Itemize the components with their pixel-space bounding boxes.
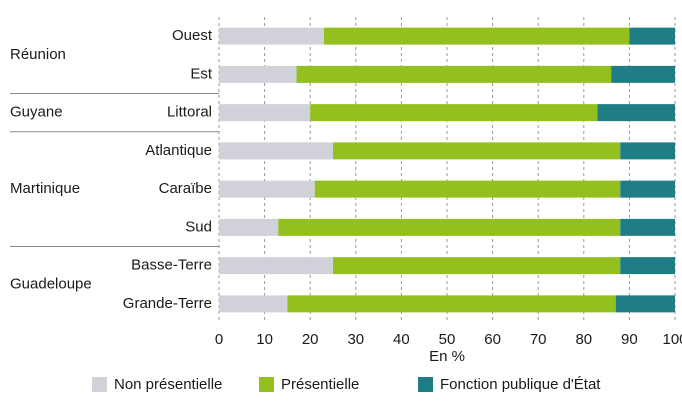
bar-segment: [597, 104, 675, 122]
bar-segment: [629, 27, 675, 45]
bar-segment: [219, 27, 324, 45]
bar-segment: [314, 180, 621, 198]
bar-segment: [620, 257, 675, 275]
legend-swatch: [92, 377, 107, 392]
x-tick-label: 80: [575, 331, 592, 348]
bar-segment: [296, 65, 612, 83]
category-label: Sud: [185, 218, 212, 235]
x-tick-label: 70: [530, 331, 547, 348]
bar-segment: [219, 142, 333, 160]
category-label: Littoral: [167, 104, 212, 121]
bar-segment: [278, 218, 621, 236]
bar-segment: [620, 218, 675, 236]
bar-segment: [219, 218, 279, 236]
legend-swatch: [259, 377, 274, 392]
x-tick-label: 90: [621, 331, 638, 348]
x-tick-label: 30: [347, 331, 364, 348]
bar-segment: [219, 257, 333, 275]
bar-segment: [219, 104, 311, 122]
bar-segment: [219, 180, 315, 198]
category-label: Basse-Terre: [131, 257, 212, 274]
bar-segment: [287, 295, 616, 313]
group-label: Réunion: [10, 46, 66, 63]
x-tick-label: 40: [393, 331, 410, 348]
category-label: Grande-Terre: [123, 295, 212, 312]
x-axis-label: En %: [429, 348, 465, 365]
bar-segment: [219, 295, 288, 313]
bar-segment: [333, 142, 621, 160]
category-label: Ouest: [172, 27, 213, 44]
x-tick-label: 10: [256, 331, 273, 348]
x-tick-label: 20: [302, 331, 319, 348]
x-tick-label: 0: [215, 331, 223, 348]
bar-segment: [323, 27, 630, 45]
bar-segment: [620, 180, 675, 198]
x-tick-label: 60: [484, 331, 501, 348]
group-label: Guadeloupe: [10, 276, 92, 293]
bar-segment: [310, 104, 598, 122]
x-tick-label: 100: [662, 331, 682, 348]
group-label: Martinique: [10, 180, 80, 197]
bar-segment: [615, 295, 675, 313]
category-label: Est: [190, 65, 213, 82]
legend-label: Fonction publique d'État: [440, 376, 601, 393]
group-label: Guyane: [10, 104, 63, 121]
bar-segment: [611, 65, 675, 83]
category-label: Atlantique: [145, 142, 212, 159]
x-tick-label: 50: [439, 331, 456, 348]
category-label: Caraïbe: [159, 180, 212, 197]
legend-swatch: [418, 377, 433, 392]
bar-segment: [333, 257, 621, 275]
bar-segment: [620, 142, 675, 160]
legend-label: Non présentielle: [114, 376, 222, 393]
bar-segment: [219, 65, 297, 83]
legend-label: Présentielle: [281, 376, 359, 393]
